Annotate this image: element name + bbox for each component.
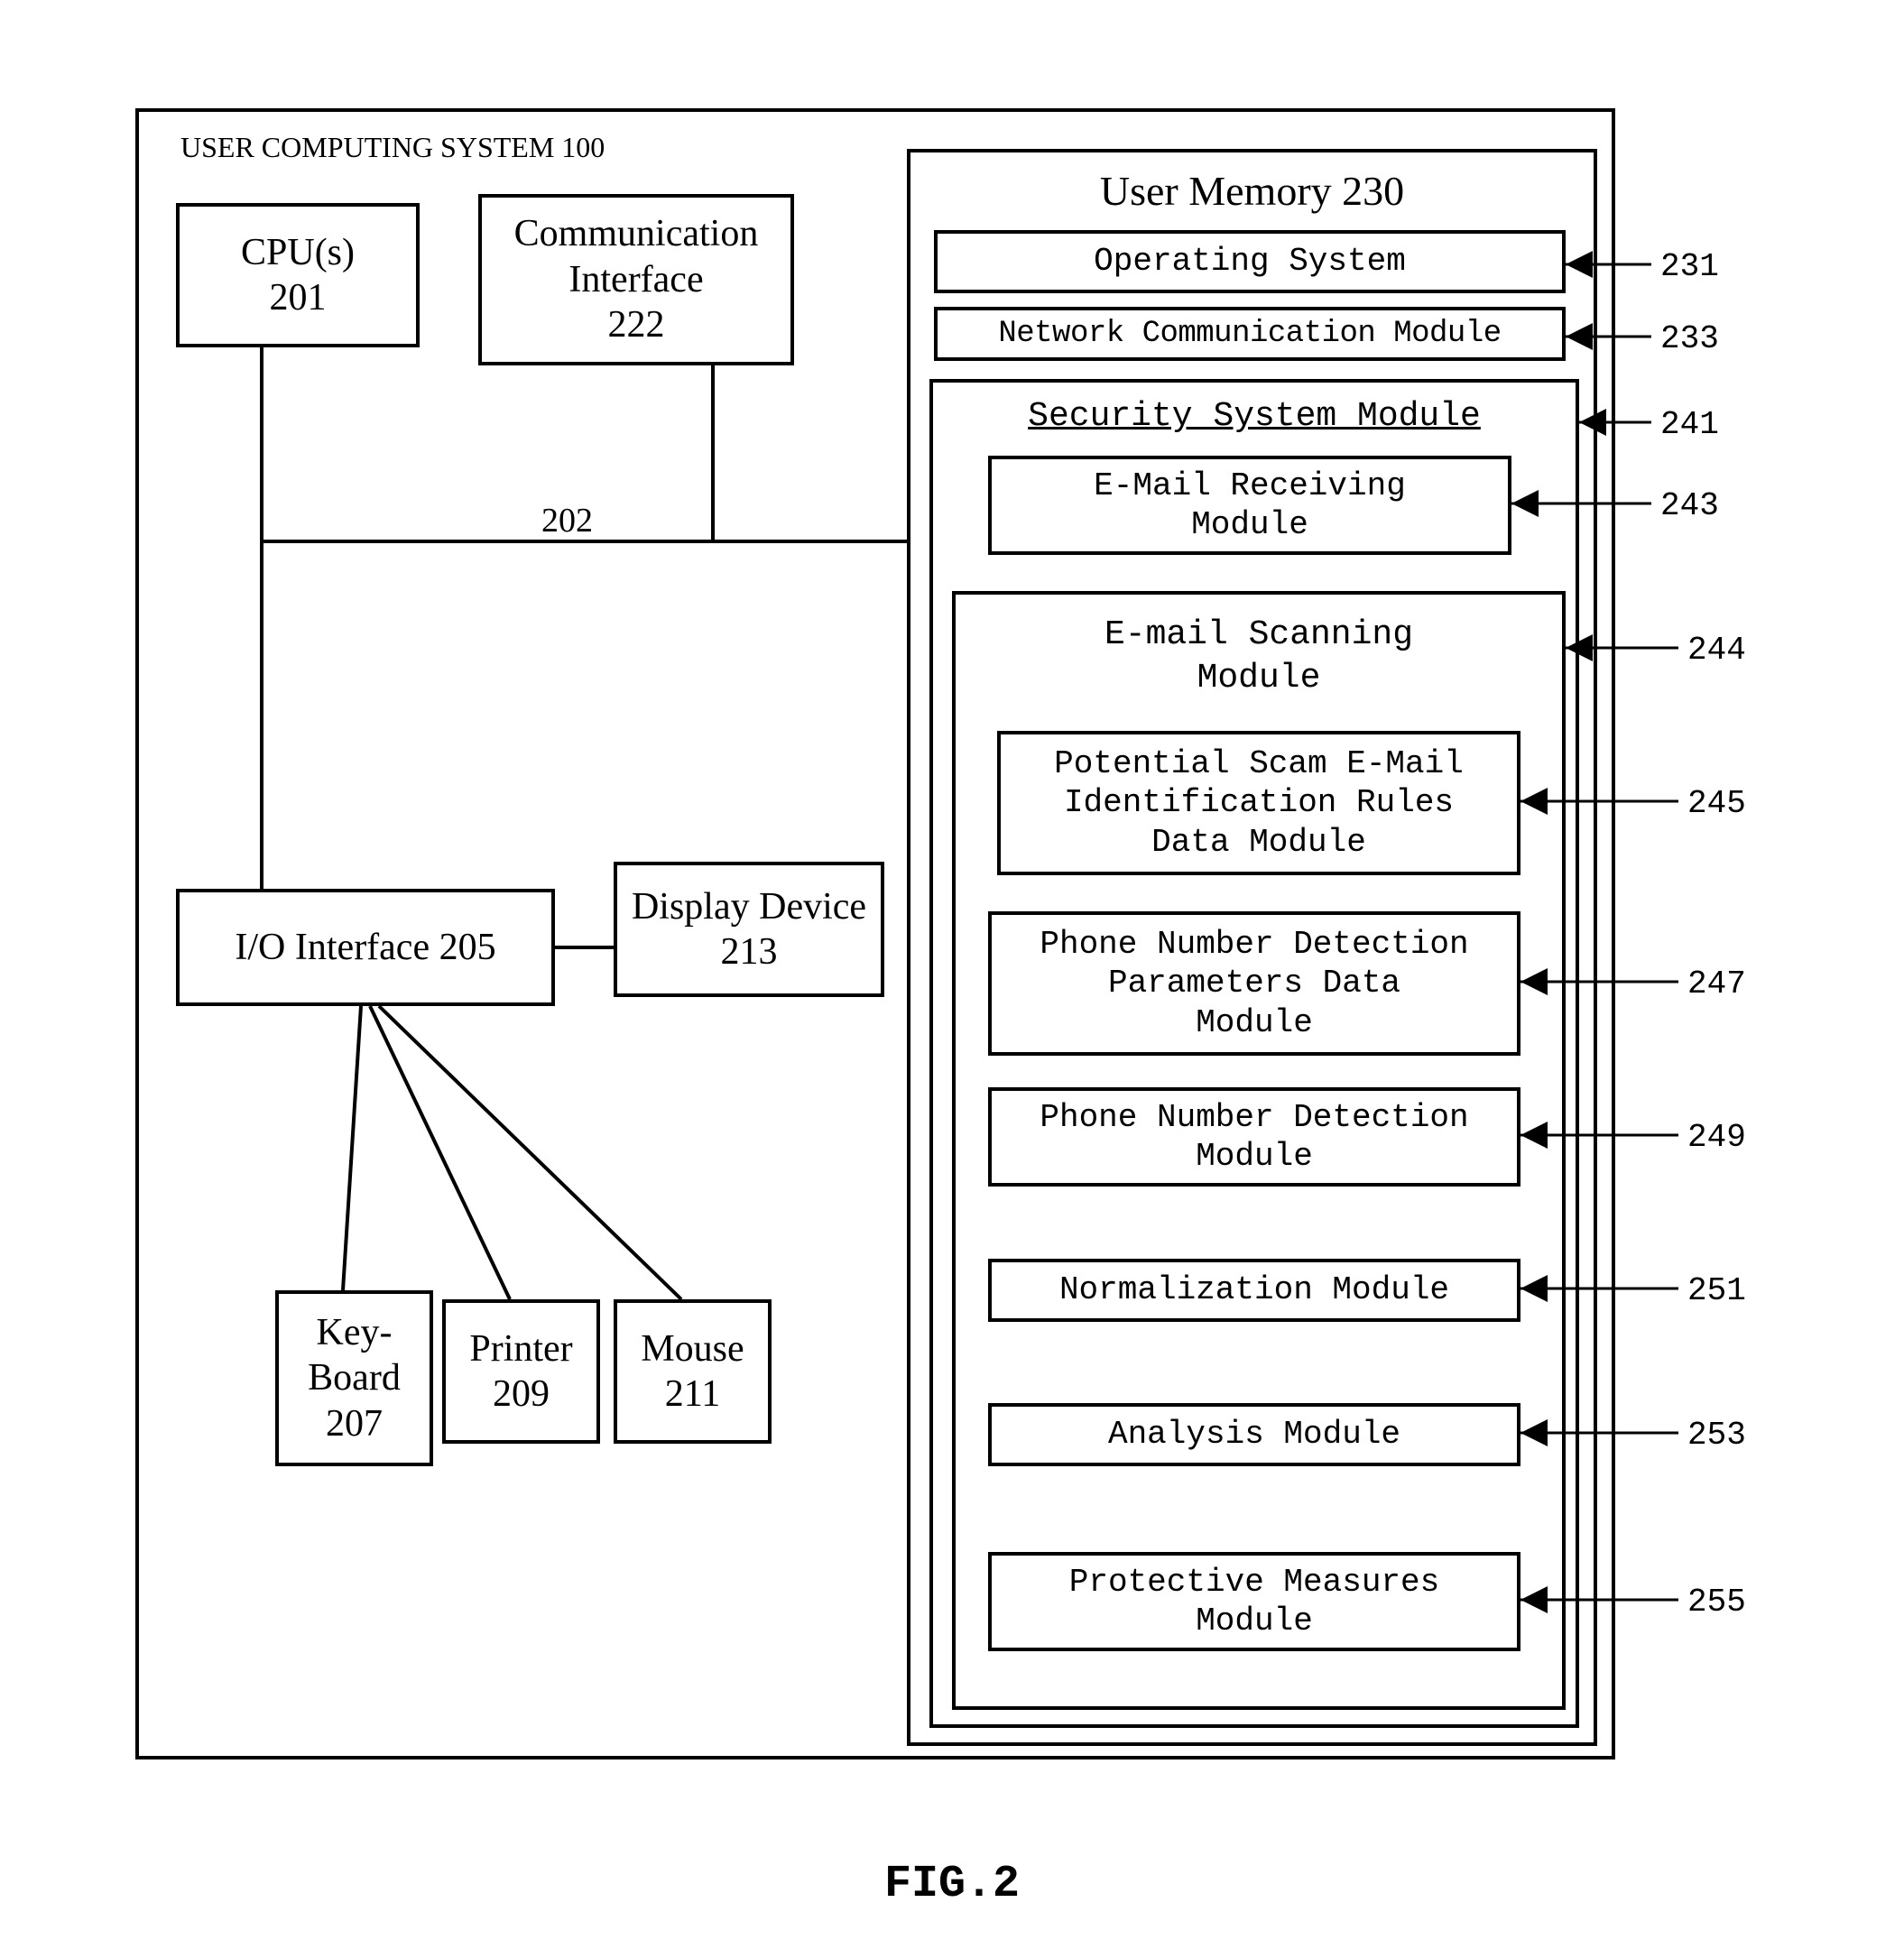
security-module-title: Security System Module (929, 397, 1579, 436)
ref-243: 243 (1660, 487, 1719, 524)
io-label: I/O Interface 205 (235, 925, 495, 970)
printer-label-1: Printer (469, 1326, 572, 1372)
scan-title-l1: E-mail Scanning (952, 614, 1566, 657)
analysis-box: Analysis Module (988, 1403, 1520, 1466)
operating-system-box: Operating System (934, 230, 1566, 293)
display-label-2: 213 (721, 929, 778, 974)
email-recv-l2: Module (1191, 505, 1308, 544)
phone-params-l2: Parameters Data (1108, 964, 1400, 1002)
ref-245: 245 (1687, 785, 1746, 822)
cpu-label-2: 201 (270, 275, 327, 320)
protective-l1: Protective Measures (1069, 1563, 1439, 1602)
phone-params-l3: Module (1196, 1003, 1313, 1042)
protective-l2: Module (1196, 1602, 1313, 1640)
keyboard-label-1: Key- (317, 1310, 393, 1355)
comm-label-1: Communication (514, 211, 759, 256)
phone-detect-l1: Phone Number Detection (1040, 1098, 1468, 1137)
keyboard-label-2: Board (308, 1355, 401, 1400)
user-memory-title: User Memory 230 (907, 167, 1597, 215)
mouse-box: Mouse 211 (614, 1299, 772, 1444)
ref-251: 251 (1687, 1272, 1746, 1309)
scan-title-l2: Module (952, 657, 1566, 700)
phone-detect-box: Phone Number Detection Module (988, 1087, 1520, 1187)
printer-box: Printer 209 (442, 1299, 600, 1444)
network-comm-box: Network Communication Module (934, 307, 1566, 361)
comm-label-2: Interface (568, 257, 703, 302)
bus-label: 202 (541, 501, 593, 540)
printer-label-2: 209 (493, 1372, 550, 1417)
comm-label-3: 222 (608, 302, 665, 347)
email-scanning-title: E-mail Scanning Module (952, 614, 1566, 699)
analysis-label: Analysis Module (1108, 1415, 1400, 1454)
phone-params-box: Phone Number Detection Parameters Data M… (988, 911, 1520, 1056)
comm-interface-box: Communication Interface 222 (478, 194, 794, 365)
ref-241: 241 (1660, 406, 1719, 443)
cpu-box: CPU(s) 201 (176, 203, 420, 347)
io-interface-box: I/O Interface 205 (176, 889, 555, 1006)
outer-system-title: USER COMPUTING SYSTEM 100 (180, 131, 605, 164)
rules-l3: Data Module (1151, 823, 1366, 862)
ref-233: 233 (1660, 320, 1719, 357)
ref-249: 249 (1687, 1119, 1746, 1156)
ref-253: 253 (1687, 1417, 1746, 1454)
netcomm-label: Network Communication Module (998, 316, 1501, 353)
ref-244: 244 (1687, 632, 1746, 669)
phone-params-l1: Phone Number Detection (1040, 925, 1468, 964)
keyboard-label-3: 207 (326, 1401, 383, 1446)
figure-title: FIG.2 (0, 1859, 1904, 1910)
display-device-box: Display Device 213 (614, 862, 884, 997)
mouse-label-2: 211 (665, 1372, 720, 1417)
protective-box: Protective Measures Module (988, 1552, 1520, 1651)
ref-255: 255 (1687, 1584, 1746, 1621)
mouse-label-1: Mouse (641, 1326, 744, 1372)
email-receiving-box: E-Mail Receiving Module (988, 456, 1511, 555)
scam-rules-box: Potential Scam E-Mail Identification Rul… (997, 731, 1520, 875)
email-recv-l1: E-Mail Receiving (1094, 466, 1406, 505)
display-label-1: Display Device (632, 884, 866, 929)
rules-l1: Potential Scam E-Mail (1054, 744, 1464, 783)
ref-247: 247 (1687, 965, 1746, 1002)
rules-l2: Identification Rules (1064, 783, 1454, 822)
os-label: Operating System (1094, 242, 1406, 281)
keyboard-box: Key- Board 207 (275, 1290, 433, 1466)
phone-detect-l2: Module (1196, 1137, 1313, 1176)
cpu-label-1: CPU(s) (241, 230, 355, 275)
normalization-box: Normalization Module (988, 1259, 1520, 1322)
ref-231: 231 (1660, 248, 1719, 285)
normalize-label: Normalization Module (1059, 1270, 1449, 1309)
